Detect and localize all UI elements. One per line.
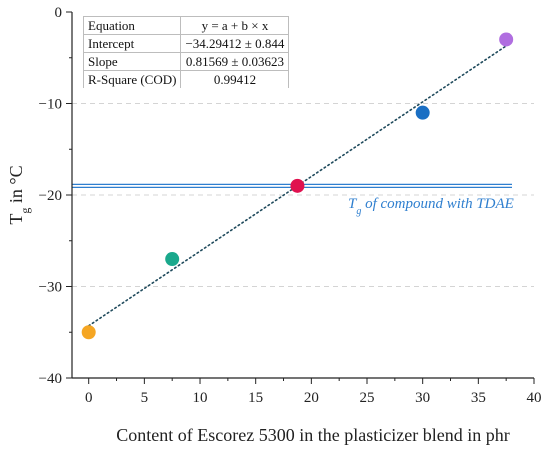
x-tick-label: 35	[471, 390, 486, 406]
x-tick-label: 0	[85, 390, 93, 406]
fit-table-key: Equation	[83, 16, 182, 35]
fit-parameters-table: Equation y = a + b × x Intercept −34.29412 …	[83, 16, 290, 88]
data-point	[415, 105, 430, 120]
fit-table-row: Slope 0.81569 ± 0.03623	[83, 52, 290, 71]
grid-lines	[72, 103, 534, 287]
fit-table-row: Equation y = a + b × x	[83, 16, 290, 35]
x-tick-label: 30	[415, 390, 430, 406]
y-tick-label: 0	[55, 5, 63, 21]
data-point	[290, 178, 305, 193]
x-axis-title: Content of Escorez 5300 in the plasticiz…	[116, 425, 509, 445]
fit-table-value: 0.81569 ± 0.03623	[180, 52, 290, 71]
y-tick-label: −20	[39, 188, 62, 204]
y-axis-title: Tg in °C	[6, 165, 32, 224]
data-point	[165, 252, 180, 267]
reference-line-label: Tg of compound with TDAE	[348, 196, 514, 217]
fit-table-row: Intercept −34.29412 ± 0.844	[83, 34, 290, 53]
fit-table-value: 0.99412	[180, 70, 290, 88]
y-tick-label: −40	[39, 371, 62, 387]
x-tick-label: 25	[360, 390, 375, 406]
fit-table-key: Slope	[83, 52, 182, 71]
data-point	[499, 32, 514, 47]
fit-table-key: R-Square (COD)	[83, 70, 182, 88]
x-tick-label: 40	[527, 390, 542, 406]
fit-table-value: y = a + b × x	[180, 16, 290, 35]
tick-labels: 0 5 10 15 20 25 30 35 40 0 −10 −20 −30 −40	[39, 5, 542, 406]
y-tick-label: −10	[39, 97, 62, 113]
x-tick-label: 20	[304, 390, 319, 406]
axes	[66, 11, 535, 384]
fit-table-row: R-Square (COD) 0.99412	[83, 70, 290, 88]
fit-table-key: Intercept	[83, 34, 182, 53]
data-point	[81, 325, 96, 340]
x-tick-label: 5	[141, 390, 149, 406]
fit-table-value: −34.29412 ± 0.844	[180, 34, 290, 53]
x-tick-label: 15	[248, 390, 263, 406]
y-tick-label: −30	[39, 280, 62, 296]
x-tick-label: 10	[193, 390, 208, 406]
data-points	[81, 32, 514, 340]
